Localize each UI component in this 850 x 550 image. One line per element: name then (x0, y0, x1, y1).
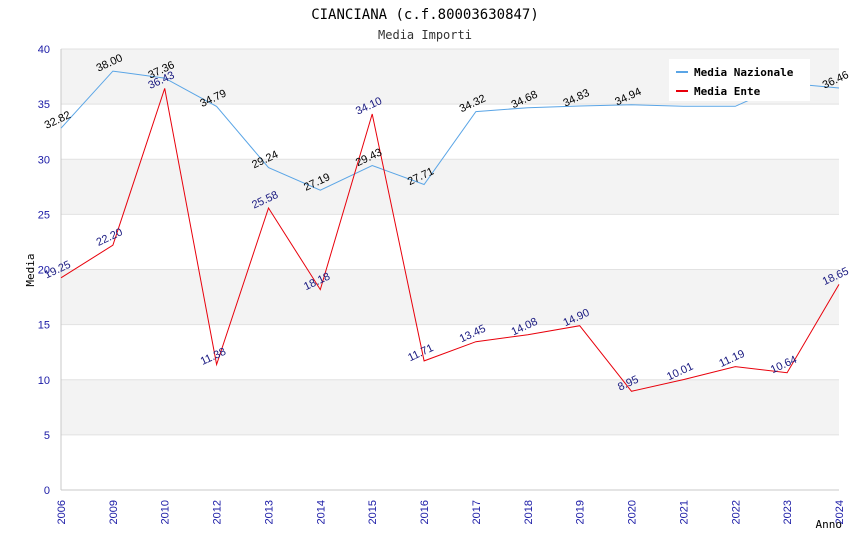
chart-title: CIANCIANA (c.f.80003630847) (311, 7, 539, 23)
y-axis-title: Media (24, 253, 37, 286)
x-tick-label: 2012 (212, 500, 224, 524)
y-tick-label: 30 (38, 154, 50, 166)
legend: Media Nazionale Media Ente (669, 59, 810, 101)
x-tick-label: 2015 (367, 500, 379, 524)
series-lines (60, 70, 840, 392)
data-label: 11.19 (717, 348, 746, 370)
x-tick-label: 2024 (834, 500, 846, 524)
background-band (61, 269, 839, 325)
x-tick-label: 2023 (782, 500, 794, 524)
legend-box (669, 59, 810, 101)
data-label: 13.45 (458, 323, 488, 346)
y-tick-label: 25 (38, 209, 50, 221)
x-tick-label: 2006 (56, 500, 68, 524)
y-tick-label: 40 (38, 44, 50, 56)
x-tick-label: 2013 (263, 500, 275, 524)
background-band (61, 379, 839, 435)
y-tick-label: 20 (38, 265, 50, 277)
x-tick-label: 2019 (575, 500, 587, 524)
x-tick-label: 2020 (627, 500, 639, 524)
y-tick-labels: 0 5 10 15 20 25 30 35 40 (38, 44, 50, 497)
legend-label-media-ente: Media Ente (694, 85, 761, 98)
x-tick-label: 2022 (730, 500, 742, 524)
background-band (61, 159, 839, 215)
x-tick-labels: 2006 2009 2010 2012 2013 2014 2015 2016 2017 2018… (56, 500, 846, 524)
background-bands (61, 49, 839, 435)
x-tick-label: 2009 (108, 500, 120, 524)
x-tick-label: 2021 (678, 500, 690, 524)
series-line-media-ente (60, 88, 840, 392)
y-tick-label: 10 (38, 375, 50, 387)
chart-subtitle: Media Importi (378, 28, 472, 42)
x-tick-label: 2014 (315, 500, 327, 524)
data-label: 32.82 (43, 109, 73, 132)
data-label: 22.20 (95, 226, 125, 249)
y-tick-label: 5 (44, 430, 50, 442)
y-tick-label: 15 (38, 320, 50, 332)
x-tick-label: 2017 (471, 500, 483, 524)
legend-label-media-nazionale: Media Nazionale (694, 66, 794, 79)
data-label: 10.64 (769, 354, 799, 377)
y-tick-label: 0 (44, 485, 50, 497)
x-axis-title: Anno (816, 518, 843, 531)
y-tick-label: 35 (38, 99, 50, 111)
x-tick-label: 2018 (523, 500, 535, 524)
x-tick-label: 2016 (419, 500, 431, 524)
series-line-media-nazionale (60, 70, 840, 191)
x-tick-label: 2010 (160, 500, 172, 524)
axes (60, 49, 839, 491)
